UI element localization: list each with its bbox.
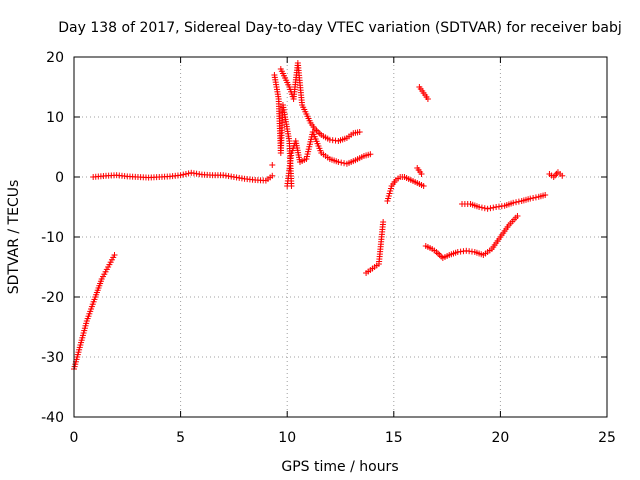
data-point [177, 172, 184, 179]
data-point [490, 204, 497, 211]
tick-labels: 0 5 10 15 20 25 -40 -30 -20 -10 0 10 20 [41, 50, 616, 446]
data-point [510, 199, 517, 206]
x-tick-label: 20 [491, 430, 509, 446]
axis-ticks [73, 56, 608, 418]
data-point [530, 195, 537, 201]
y-tick-label: -10 [41, 230, 64, 246]
y-axis-label: SDTVAR / TECUs [6, 180, 22, 295]
data-point [436, 252, 443, 258]
data-point [481, 205, 488, 212]
grid-lines [74, 57, 607, 417]
data-point [487, 205, 494, 212]
x-tick-label: 10 [278, 430, 296, 446]
data-point [420, 183, 427, 189]
data-point [269, 172, 276, 179]
y-tick-label: 0 [55, 170, 64, 186]
data-point [542, 192, 549, 198]
data-point [313, 127, 320, 134]
data-points [71, 60, 566, 372]
chart-title: Day 138 of 2017, Sidereal Day-to-day VTE… [58, 20, 621, 36]
data-point [559, 172, 566, 179]
data-point [185, 170, 192, 177]
y-tick-label: 20 [46, 50, 64, 66]
data-point [418, 171, 425, 177]
data-point [424, 96, 431, 102]
data-point [532, 194, 539, 201]
data-point [356, 129, 363, 135]
y-tick-label: -30 [41, 350, 64, 366]
data-point [513, 199, 520, 206]
data-point [478, 204, 485, 211]
data-point [111, 252, 118, 258]
x-tick-label: 15 [385, 430, 403, 446]
data-point [380, 219, 387, 225]
data-point [527, 195, 534, 202]
data-point [338, 159, 345, 166]
plot-frame [73, 56, 608, 418]
data-point [335, 159, 342, 165]
data-point [515, 198, 522, 205]
y-tick-label: 10 [46, 110, 64, 126]
data-point [180, 171, 187, 178]
x-tick-label: 25 [598, 430, 616, 446]
data-point [316, 130, 323, 137]
data-point [476, 204, 483, 210]
y-tick-label: -20 [41, 290, 64, 306]
y-tick-label: -40 [41, 410, 64, 426]
data-point [269, 162, 276, 168]
data-point [435, 250, 442, 257]
data-point [514, 213, 521, 219]
x-axis-label: GPS time / hours [281, 459, 398, 475]
data-point [182, 171, 189, 177]
x-tick-label: 0 [70, 430, 79, 446]
x-tick-label: 5 [176, 430, 185, 446]
data-point [484, 205, 491, 212]
data-point [367, 151, 374, 158]
